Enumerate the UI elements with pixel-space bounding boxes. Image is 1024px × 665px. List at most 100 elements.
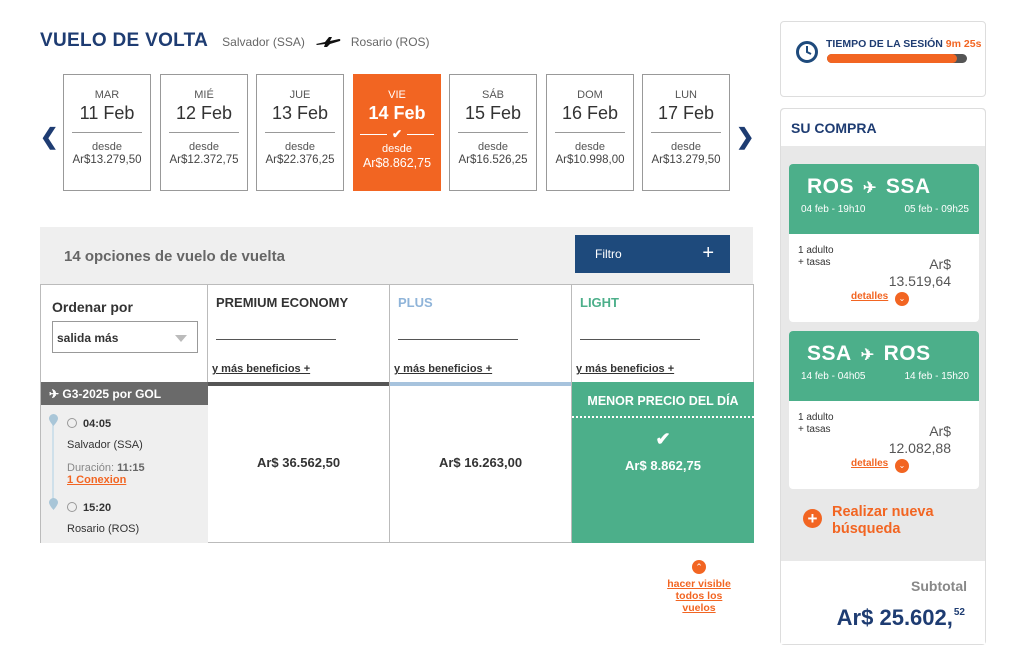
route-origin: Salvador (SSA) (222, 35, 305, 49)
date-card[interactable]: SÁB 15 Feb desde Ar$16.526,25 (449, 74, 537, 191)
chevron-down-icon[interactable]: ⌄ (895, 292, 909, 306)
segment-route: SSA ✈ ROS (807, 342, 931, 365)
airplane-icon: ✈ (860, 347, 875, 364)
date-day: 15 Feb (464, 103, 522, 123)
airplane-icon: ✈ (863, 180, 877, 197)
chevron-up-icon: ⌃ (692, 560, 706, 574)
date-card-selected[interactable]: VIE 14 Feb ✔ desde Ar$8.862,75 (353, 74, 441, 191)
sort-select[interactable]: salida más (52, 321, 198, 353)
fare-name: PLUS (398, 295, 433, 310)
fare-color-bar (208, 382, 389, 386)
date-price: Ar$13.279,50 (72, 154, 142, 166)
segment-amount: 13.519,64 (888, 273, 951, 289)
subtotal-amount: Ar$ 25.602,52 (836, 605, 965, 630)
segment-body: 1 adulto + tasas Ar$ 13.519,64 detalles ⌄ (789, 234, 979, 322)
divider (216, 339, 336, 340)
best-price-label: MENOR PRECIO DEL DÍA (587, 394, 739, 408)
sort-panel: Ordenar por salida más (41, 284, 208, 382)
date-day: 13 Feb (271, 103, 329, 123)
date-card[interactable]: DOM 16 Feb desde Ar$10.998,00 (546, 74, 634, 191)
date-weekday: SÁB (481, 89, 504, 101)
fare-option-light-selected[interactable]: MENOR PRECIO DEL DÍA ✔ Ar$ 8.862,75 (572, 382, 754, 543)
fare-option-plus[interactable]: Ar$ 16.263,00 (390, 382, 572, 543)
divider (265, 132, 335, 133)
plane-small-icon: ✈ (49, 387, 63, 401)
divider (458, 132, 528, 133)
details-link[interactable]: detalles (851, 458, 889, 469)
purchase-summary: SU COMPRA ROS ✈ SSA 04 feb - 19h10 05 feb … (780, 108, 986, 645)
date-card[interactable]: JUE 13 Feb desde Ar$22.376,25 (256, 74, 344, 191)
chevron-down-icon[interactable]: ⌄ (895, 459, 909, 473)
segment-card: SSA ✈ ROS 14 feb - 04h05 14 feb - 15h20 1 … (789, 331, 979, 489)
fare-price: Ar$ 8.862,75 (625, 458, 701, 473)
filter-button[interactable]: Filtro + (575, 235, 730, 273)
segment-currency: Ar$ (929, 423, 951, 439)
session-progress-fill (827, 54, 958, 63)
date-price: Ar$13.279,50 (651, 154, 721, 166)
show-all-flights-text: hacer visible todos los vuelos (667, 578, 731, 614)
flight-header: ✈ G3-2025 por GOL (41, 382, 208, 405)
date-from-label: desde (575, 141, 605, 153)
divider (72, 132, 142, 133)
date-card[interactable]: MAR 11 Feb desde Ar$13.279,50 (63, 74, 151, 191)
date-card[interactable]: MIÉ 12 Feb desde Ar$12.372,75 (160, 74, 248, 191)
fare-option-premium-economy[interactable]: Ar$ 36.562,50 (208, 382, 390, 543)
new-search-label: Realizar nueva búsqueda (832, 504, 934, 537)
date-weekday: VIE (388, 89, 406, 101)
fare-name: PREMIUM ECONOMY (216, 295, 349, 310)
date-from-label: desde (285, 141, 315, 153)
cart-title: SU COMPRA (781, 109, 985, 146)
departure-city: Salvador (SSA) (67, 439, 143, 451)
route-info: Salvador (SSA) Rosario (ROS) (222, 35, 429, 49)
divider (398, 339, 518, 340)
airplane-icon (315, 37, 341, 47)
subtotal-label: Subtotal (911, 578, 967, 594)
filter-label: Filtro (595, 247, 622, 261)
subtotal-cents: 52 (953, 607, 965, 618)
date-from-label: desde (92, 141, 122, 153)
date-weekday: DOM (577, 89, 603, 101)
date-day: 11 Feb (79, 103, 135, 123)
route-destination: Rosario (ROS) (350, 35, 430, 49)
options-count: 14 opciones de vuelo de vuelta (64, 248, 285, 265)
segment-arrival: 05 feb - 09h25 (904, 204, 970, 215)
page-header: VUELO DE VOLTA Salvador (SSA) Rosario (R… (40, 30, 430, 52)
next-dates-arrow[interactable]: ❯ (736, 124, 755, 149)
timeline-line (52, 416, 54, 506)
segment-card: ROS ✈ SSA 04 feb - 19h10 05 feb - 09h25 1 … (789, 164, 979, 322)
show-all-flights-link[interactable]: ⌃ hacer visible todos los vuelos (662, 557, 736, 614)
flight-number: G3-2025 por GOL (62, 387, 162, 401)
fare-header-plus: PLUS y más beneficios + (390, 284, 572, 386)
segment-header: ROS ✈ SSA 04 feb - 19h10 05 feb - 09h25 (789, 164, 979, 234)
session-progress-bar (827, 54, 967, 63)
more-benefits-link[interactable]: y más beneficios + (394, 363, 493, 375)
sort-label: Ordenar por (52, 299, 133, 315)
divider (580, 339, 700, 340)
passenger-info: 1 adulto + tasas (798, 412, 834, 435)
fare-color-bar (390, 382, 571, 386)
location-pin-icon (49, 498, 58, 510)
date-weekday: MIÉ (194, 89, 214, 101)
date-price: Ar$8.862,75 (362, 156, 432, 170)
dotted-divider (572, 416, 754, 418)
details-link[interactable]: detalles (851, 291, 889, 302)
sort-selected-value: salida más (57, 331, 119, 345)
date-weekday: JUE (289, 89, 311, 101)
more-benefits-link[interactable]: y más beneficios + (576, 363, 675, 375)
location-pin-icon (49, 414, 58, 426)
clock-icon (67, 502, 77, 512)
session-timer: TIEMPO DE LA SESIÓN 9m 25s (780, 21, 986, 97)
date-weekday: LUN (674, 89, 697, 101)
selected-check-divider: ✔ (360, 127, 434, 141)
date-day: 17 Feb (657, 103, 715, 123)
more-benefits-link[interactable]: y más beneficios + (212, 363, 311, 375)
options-bar: 14 opciones de vuelo de vuelta Filtro + (40, 227, 753, 284)
date-from-label: desde (671, 141, 701, 153)
prev-dates-arrow[interactable]: ❮ (40, 124, 59, 149)
clock-icon (796, 41, 818, 63)
connection-link[interactable]: 1 Conexion (67, 474, 127, 486)
date-price: Ar$10.998,00 (555, 154, 625, 166)
date-card[interactable]: LUN 17 Feb desde Ar$13.279,50 (642, 74, 730, 191)
date-from-label: desde (382, 143, 412, 155)
fare-header-premium-economy: PREMIUM ECONOMY y más beneficios + (208, 284, 390, 386)
